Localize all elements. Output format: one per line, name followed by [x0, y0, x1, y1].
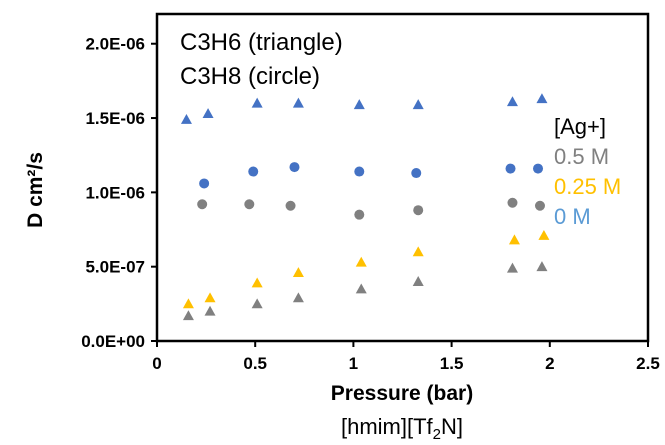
legend-item: 0.25 M — [554, 174, 621, 199]
caption: [hmim][Tf2N] — [341, 414, 463, 443]
x-tick-label: 1 — [349, 354, 358, 373]
data-point-triangle — [538, 229, 550, 240]
data-point-triangle — [251, 277, 263, 288]
x-tick-label: 2 — [545, 354, 554, 373]
data-point-circle — [199, 178, 210, 189]
data-point-triangle — [506, 262, 518, 273]
data-point-triangle — [292, 97, 304, 108]
legend-title: [Ag+] — [554, 114, 606, 139]
data-point-circle — [533, 163, 544, 174]
y-tick-label: 1.0E-06 — [85, 183, 145, 202]
data-point-circle — [413, 205, 424, 216]
data-point-triangle — [353, 99, 365, 110]
data-point-triangle — [412, 276, 424, 286]
y-axis-ticks: 0.0E+00 5.0E-07 1.0E-06 1.5E-06 2.0E-06 — [81, 35, 157, 351]
data-point-circle — [354, 209, 365, 220]
data-point-circle — [411, 168, 422, 179]
y-tick-label: 0.0E+00 — [81, 332, 145, 351]
data-point-triangle — [180, 114, 192, 124]
data-point-triangle — [202, 108, 214, 118]
data-point-circle — [285, 200, 296, 211]
data-points — [180, 93, 550, 321]
annotation-c3h8: C3H8 (circle) — [180, 63, 320, 90]
data-point-triangle — [182, 298, 194, 309]
data-point-circle — [248, 166, 259, 177]
caption-subscript: 2 — [433, 426, 441, 443]
data-point-triangle — [536, 261, 548, 272]
data-point-triangle — [204, 292, 216, 303]
data-point-circle — [354, 166, 365, 177]
y-tick-label: 5.0E-07 — [85, 258, 145, 277]
data-point-triangle — [182, 310, 194, 321]
data-point-triangle — [412, 99, 424, 110]
data-point-triangle — [292, 292, 304, 303]
x-axis-ticks: 0 0.5 1 1.5 2 2.5 — [152, 341, 660, 373]
plot-area-frame — [155, 12, 650, 343]
legend-item: 0.5 M — [554, 144, 609, 169]
data-point-triangle — [508, 234, 520, 245]
data-point-triangle — [355, 256, 367, 267]
y-tick-label: 1.5E-06 — [85, 109, 145, 128]
data-point-triangle — [204, 305, 216, 316]
legend-item: 0 M — [554, 204, 591, 229]
data-point-triangle — [251, 97, 263, 108]
data-point-triangle — [412, 246, 424, 257]
x-tick-label: 0 — [152, 354, 161, 373]
data-point-triangle — [536, 93, 548, 104]
data-point-triangle — [292, 267, 304, 278]
legend: 0.5 M 0.25 M 0 M — [554, 144, 621, 229]
y-tick-label: 2.0E-06 — [85, 35, 145, 54]
x-tick-label: 2.5 — [636, 354, 660, 373]
data-point-circle — [289, 162, 300, 173]
data-point-triangle — [506, 96, 518, 107]
y-axis-title: D cm²/s — [24, 152, 47, 228]
annotation-c3h6: C3H6 (triangle) — [180, 29, 343, 56]
caption-prefix: [hmim][Tf — [341, 414, 434, 439]
data-point-circle — [197, 199, 208, 210]
x-tick-label: 1.5 — [440, 354, 464, 373]
data-point-triangle — [251, 298, 263, 309]
data-point-circle — [244, 199, 255, 210]
data-point-circle — [507, 197, 518, 208]
data-point-triangle — [355, 283, 367, 294]
caption-suffix: N] — [441, 414, 463, 439]
x-tick-label: 0.5 — [243, 354, 267, 373]
data-point-circle — [534, 200, 545, 211]
data-point-circle — [505, 163, 516, 174]
x-axis-title: Pressure (bar) — [331, 382, 473, 405]
